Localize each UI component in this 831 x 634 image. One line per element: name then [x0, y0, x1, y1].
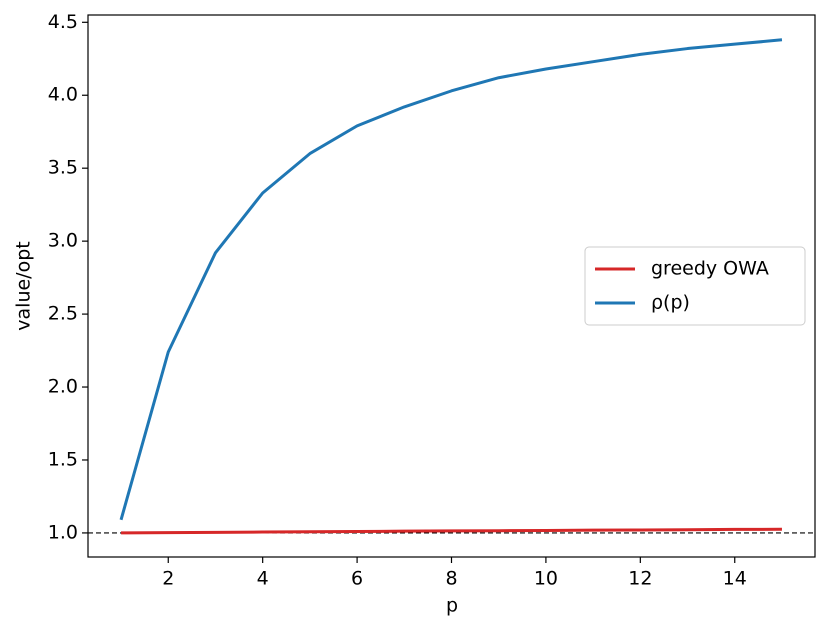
y-tick-label: 4.0 [48, 84, 78, 106]
plot-frame [87, 14, 816, 558]
x-tick-label: 2 [162, 568, 174, 590]
x-tick-label: 12 [628, 568, 652, 590]
x-axis-label: p [446, 595, 458, 617]
x-tick-label: 4 [257, 568, 269, 590]
line-series [121, 527, 782, 535]
x-tick-label: 8 [445, 568, 457, 590]
legend-box [584, 246, 806, 326]
x-tick-label: 14 [723, 568, 747, 590]
y-tick-label: 2.0 [48, 376, 78, 398]
line-series [119, 38, 783, 521]
y-tick-label: 2.5 [48, 303, 78, 325]
y-tick-label: 1.5 [48, 448, 78, 470]
y-tick-label: 3.0 [48, 230, 78, 252]
x-tick-label: 6 [351, 568, 363, 590]
y-tick-label: 3.5 [48, 157, 78, 179]
x-tick-label: 10 [534, 568, 558, 590]
y-tick-label: 1.0 [48, 521, 78, 543]
legend-label: ρ(p) [651, 292, 690, 314]
legend-label: greedy OWA [651, 258, 769, 280]
y-axis-label: value/opt [13, 241, 35, 330]
y-tick-label: 4.5 [48, 11, 78, 33]
